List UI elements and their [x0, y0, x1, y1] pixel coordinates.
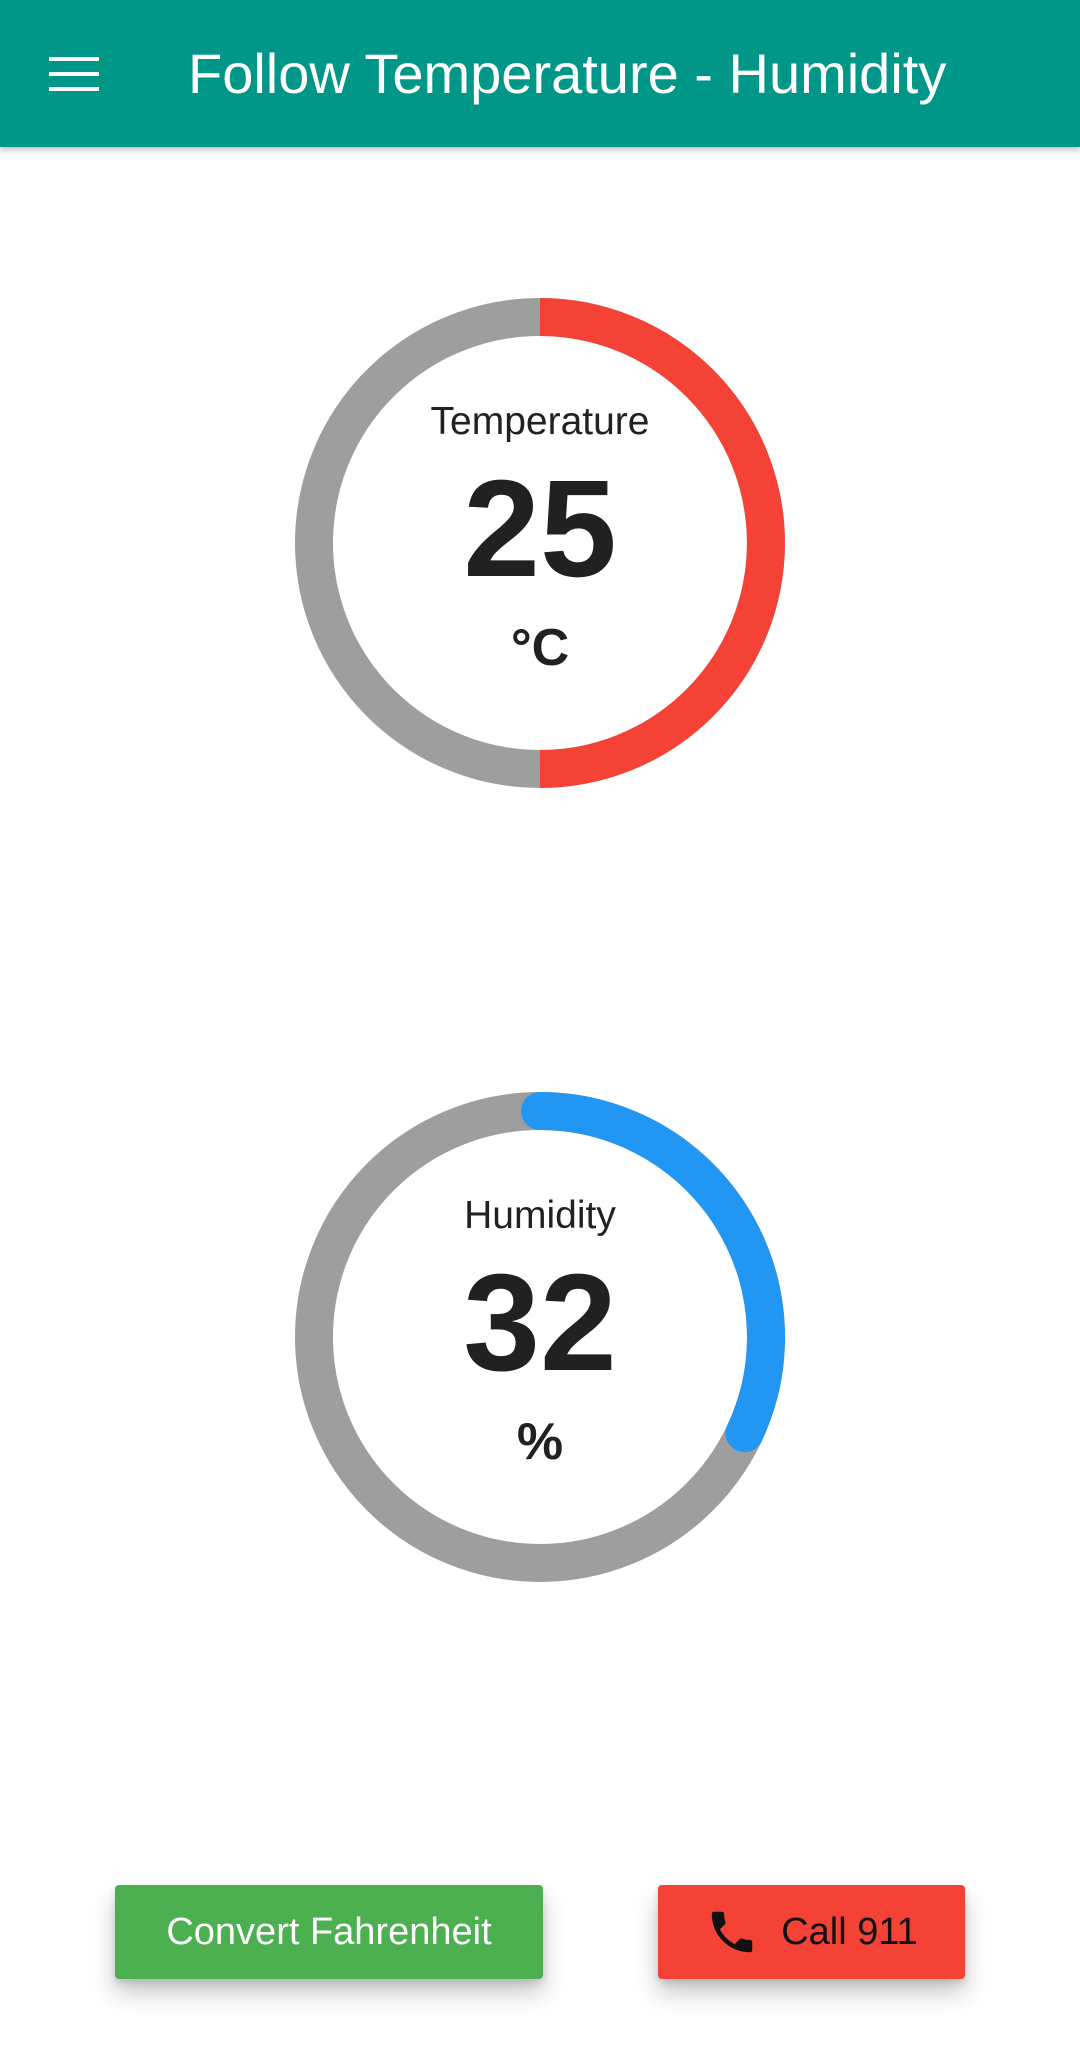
temperature-gauge-progress	[539, 298, 785, 788]
menu-button[interactable]	[28, 34, 120, 114]
humidity-unit: %	[516, 1413, 564, 1471]
convert-fahrenheit-button[interactable]: Convert Fahrenheit	[115, 1885, 543, 1979]
temperature-label: Temperature	[430, 400, 650, 443]
temperature-gauge-ring	[295, 298, 785, 788]
call-911-button[interactable]: Call 911	[658, 1885, 965, 1979]
humidity-gauge-content: Humidity 32 %	[295, 1092, 785, 1582]
call-911-label: Call 911	[781, 1910, 918, 1953]
hamburger-menu-icon	[49, 57, 99, 91]
humidity-gauge-ring	[295, 1092, 785, 1582]
app-bar: Follow Temperature - Humidity	[0, 0, 1080, 147]
phone-icon	[705, 1905, 759, 1959]
convert-fahrenheit-label: Convert Fahrenheit	[166, 1910, 492, 1953]
humidity-value: 32	[463, 1246, 617, 1400]
page-title: Follow Temperature - Humidity	[188, 42, 947, 105]
temperature-unit: °C	[510, 619, 570, 677]
humidity-label: Humidity	[464, 1194, 616, 1237]
humidity-gauge: Humidity 32 %	[295, 1092, 785, 1582]
temperature-gauge-content: Temperature 25 °C	[295, 298, 785, 788]
temperature-value: 25	[463, 452, 617, 606]
humidity-gauge-progress	[521, 1092, 785, 1453]
temperature-gauge: Temperature 25 °C	[295, 298, 785, 788]
